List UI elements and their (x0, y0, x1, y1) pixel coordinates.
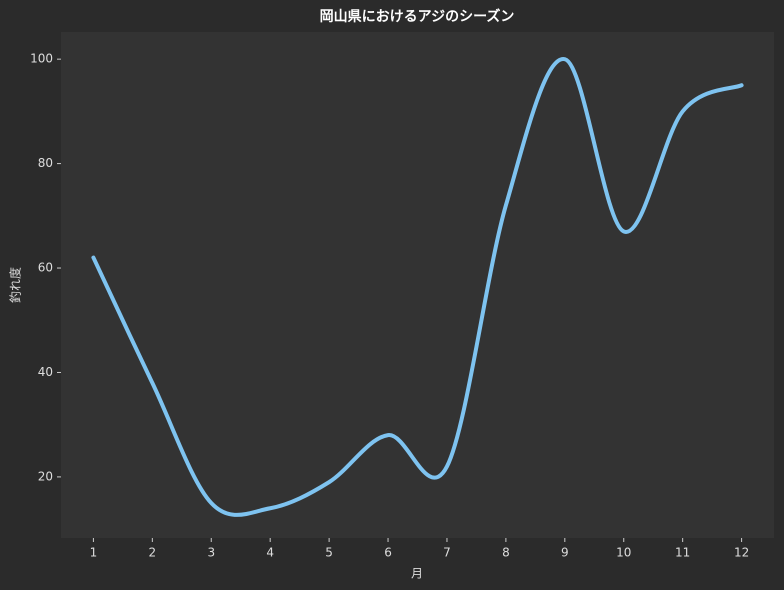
plot-area (61, 32, 774, 538)
x-tick-label: 11 (675, 546, 690, 560)
line (91, 57, 744, 517)
x-axis-label: 月 (411, 567, 423, 581)
y-tick-label: 60 (38, 261, 53, 275)
x-tick-label: 2 (149, 546, 157, 560)
y-tick-label: 40 (38, 365, 53, 379)
x-tick-label: 5 (325, 546, 333, 560)
y-tick-label: 100 (30, 52, 53, 66)
x-tick-label: 6 (384, 546, 392, 560)
x-tick-label: 10 (616, 546, 631, 560)
x-tick-label: 3 (207, 546, 215, 560)
x-tick-label: 8 (502, 546, 510, 560)
y-tick-label: 80 (38, 156, 53, 170)
chart-title: 岡山県におけるアジのシーズン (320, 8, 515, 25)
y-tick-label: 20 (38, 469, 53, 483)
x-tick-label: 12 (734, 546, 749, 560)
x-tick-label: 1 (90, 546, 98, 560)
x-tick-label: 7 (443, 546, 451, 560)
x-tick-label: 9 (561, 546, 569, 560)
y-axis-label: 釣れ度 (8, 267, 23, 303)
x-tick-label: 4 (266, 546, 274, 560)
